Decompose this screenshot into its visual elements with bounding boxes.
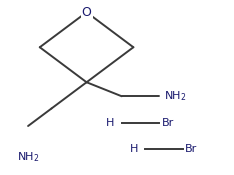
Text: NH$_2$: NH$_2$ xyxy=(17,150,39,164)
Text: Br: Br xyxy=(185,144,197,154)
Text: NH$_2$: NH$_2$ xyxy=(164,89,186,103)
Text: Br: Br xyxy=(161,117,174,128)
Text: H: H xyxy=(130,144,138,154)
Text: H: H xyxy=(106,117,115,128)
Text: O: O xyxy=(82,6,91,19)
